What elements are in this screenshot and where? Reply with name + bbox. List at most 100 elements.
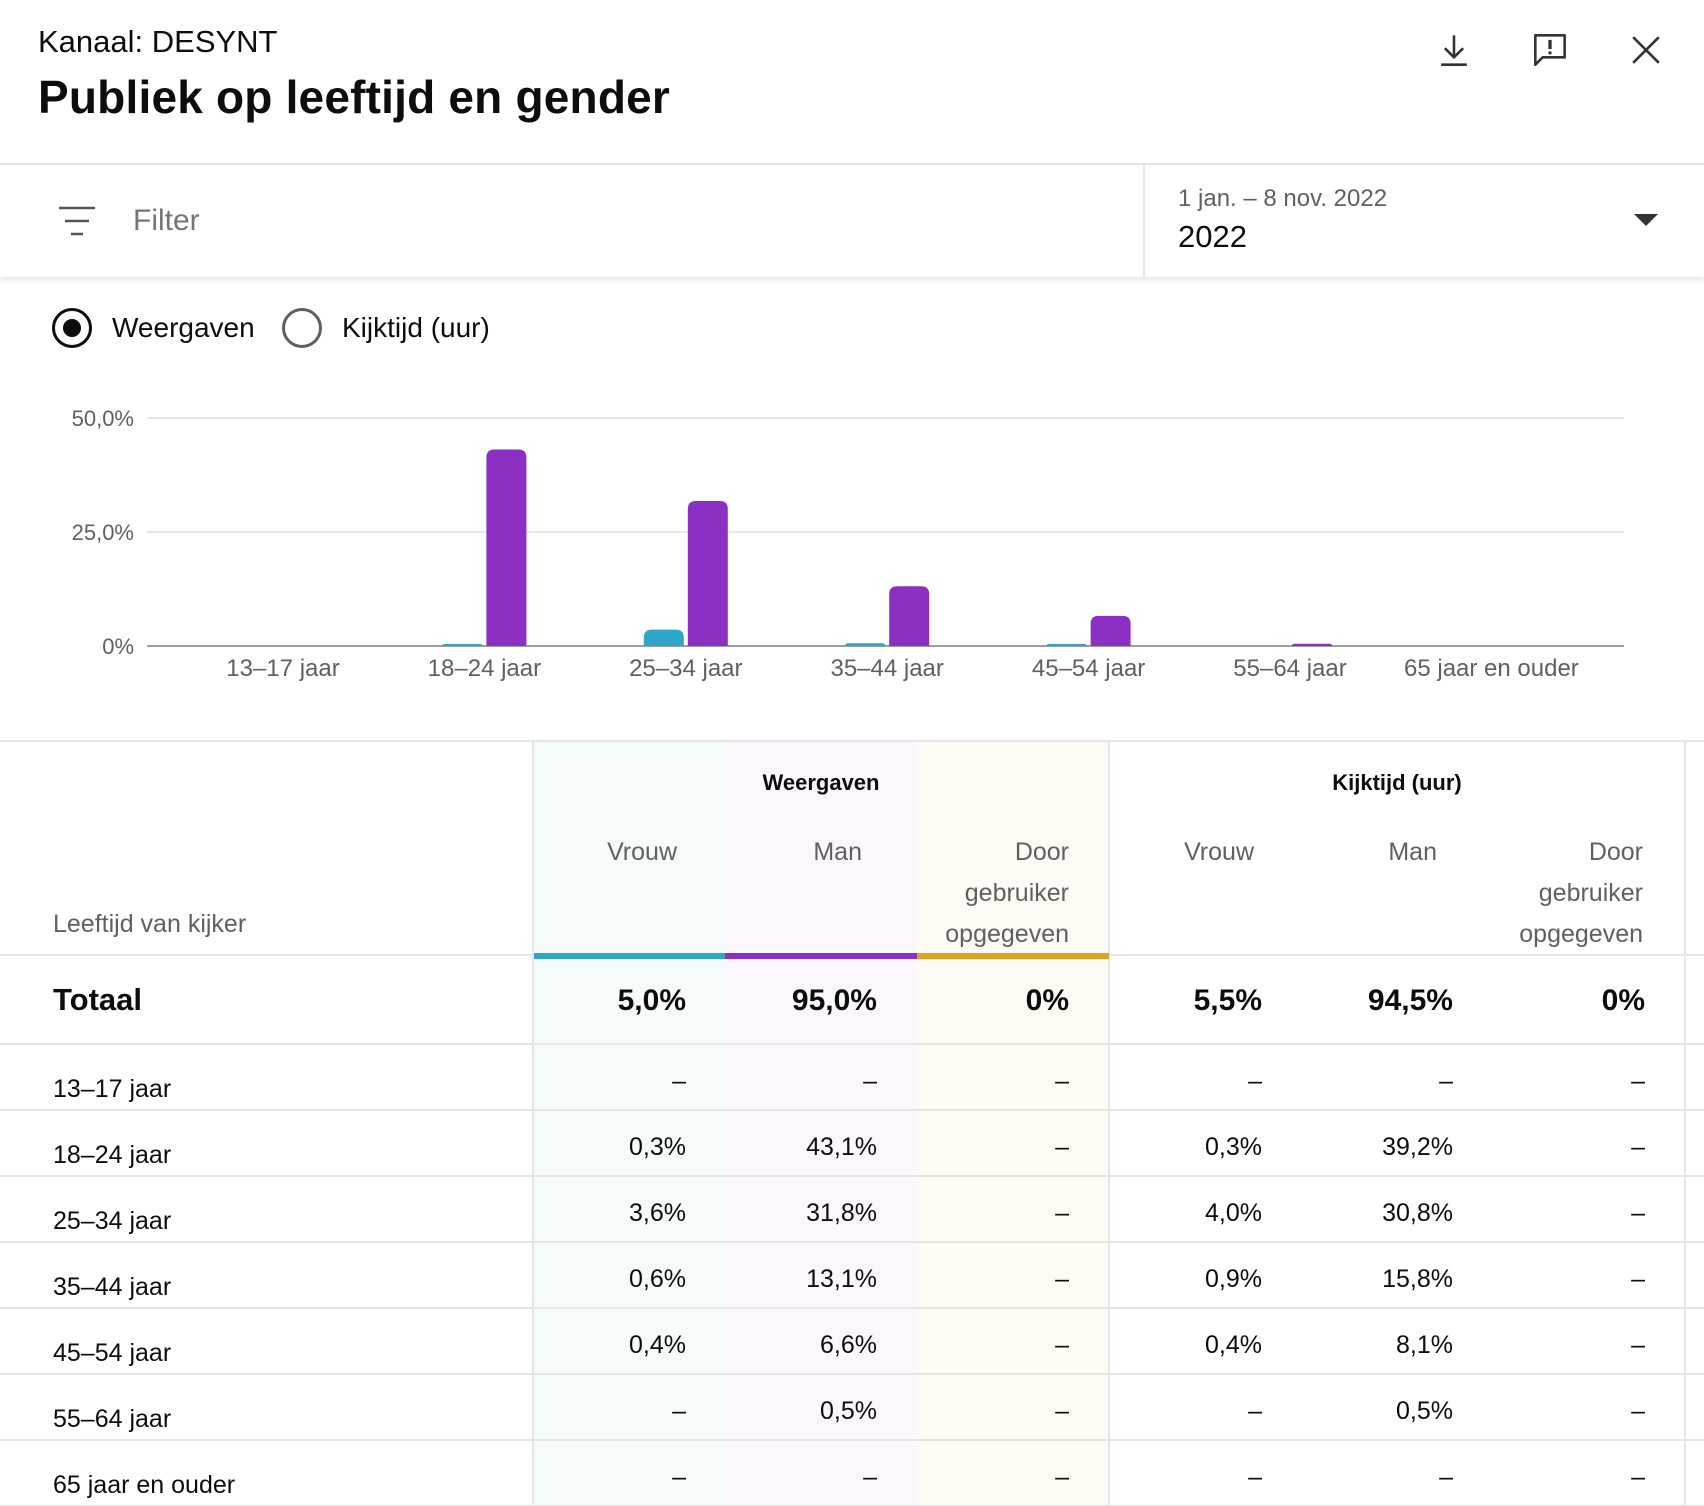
cell-watch-male: 0,5% [1396, 1397, 1453, 1425]
page-title: Publiek op leeftijd en gender [38, 71, 671, 123]
chevron-down-icon[interactable] [1634, 214, 1658, 226]
table-row: 13–17 jaar – – – – – – [0, 1045, 1704, 1111]
bar-female[interactable] [1046, 644, 1087, 646]
table-row: 35–44 jaar 0,6% 13,1% – 0,9% 15,8% – [0, 1243, 1704, 1309]
cell-views-user-specified: – [1055, 1265, 1069, 1293]
row-label: 55–64 jaar [53, 1405, 172, 1433]
radio-watch-time-label: Kijktijd (uur) [342, 312, 490, 343]
radio-unchecked-icon[interactable] [282, 308, 322, 348]
x-tick-label: 55–64 jaar [1233, 655, 1346, 682]
x-tick-label: 35–44 jaar [830, 655, 943, 682]
cell-watch-user-specified: – [1631, 1463, 1645, 1491]
cell-watch-user-specified: – [1631, 1199, 1645, 1227]
date-range-label: 1 jan. – 8 nov. 2022 [1178, 185, 1388, 212]
filter-area[interactable] [0, 165, 1145, 277]
y-tick-label: 0% [102, 634, 134, 659]
close-button[interactable] [1620, 24, 1672, 76]
col-header-age: Leeftijd van kijker [53, 910, 247, 938]
filter-icon[interactable] [56, 201, 98, 241]
row-label: 18–24 jaar [53, 1141, 172, 1169]
cell-views-user-specified: – [1055, 1067, 1069, 1095]
x-tick-label: 18–24 jaar [428, 655, 541, 682]
cell-views-male: – [863, 1463, 877, 1491]
y-tick-label: 25,0% [72, 520, 134, 545]
col-header-watch-user-specified: Door gebruiker opgegeven [1519, 838, 1643, 948]
cell-watch-user-specified: – [1631, 1067, 1645, 1095]
table-row: 18–24 jaar 0,3% 43,1% – 0,3% 39,2% – [0, 1111, 1704, 1177]
cell-views-female: 0,4% [629, 1331, 686, 1359]
cell-watch-female: 0,9% [1205, 1265, 1262, 1293]
cell-views-user-specified: – [1055, 1133, 1069, 1161]
cell-views-male: 43,1% [806, 1133, 877, 1161]
cell-watch-female: – [1248, 1397, 1262, 1425]
column-bg-female [534, 742, 725, 1506]
channel-name: Kanaal: DESYNT [38, 24, 278, 59]
bar-male[interactable] [687, 500, 728, 646]
cell-views-male: 0,5% [820, 1397, 877, 1425]
close-icon [1632, 36, 1660, 64]
x-tick-label: 25–34 jaar [629, 655, 742, 682]
row-label: 35–44 jaar [53, 1273, 172, 1301]
bar-female[interactable] [845, 643, 886, 646]
feedback-button[interactable] [1524, 24, 1576, 76]
divider [1108, 742, 1110, 1506]
table-row: 25–34 jaar 3,6% 31,8% – 4,0% 30,8% – [0, 1177, 1704, 1243]
column-bg-user-specified [917, 742, 1109, 1506]
cell-views-female: 3,6% [629, 1199, 686, 1227]
col-header-views-user-specified: Door gebruiker opgegeven [945, 838, 1069, 948]
bar-male[interactable] [1292, 643, 1332, 646]
cell-views-female: – [672, 1463, 686, 1491]
col-header-views-male: Man [813, 838, 862, 866]
cell-watch-male: – [1439, 1067, 1453, 1095]
bar-male[interactable] [889, 586, 930, 646]
radio-checked-icon[interactable] [52, 308, 92, 348]
cell-watch-user-specified: – [1631, 1397, 1645, 1425]
cell-views-female: 5,0% [617, 984, 686, 1017]
total-row: Totaal 5,0% 95,0% 0% 5,5% 94,5% 0% [0, 956, 1704, 1045]
bar-female[interactable] [643, 629, 684, 646]
row-label: 45–54 jaar [53, 1339, 172, 1367]
radio-watch-time[interactable]: Kijktijd (uur) [282, 308, 490, 348]
cell-watch-male: 8,1% [1396, 1331, 1453, 1359]
cell-views-male: 95,0% [791, 984, 877, 1017]
radio-views[interactable]: Weergaven [52, 308, 255, 348]
date-range-selector[interactable]: 1 jan. – 8 nov. 2022 2022 [1147, 165, 1704, 277]
bar-male[interactable] [486, 449, 527, 646]
download-button[interactable] [1428, 24, 1480, 76]
download-icon [1441, 35, 1467, 66]
cell-watch-male: – [1439, 1463, 1453, 1491]
date-range-value: 2022 [1178, 219, 1247, 254]
x-tick-label: 65 jaar en ouder [1404, 655, 1579, 682]
cell-views-female: 0,6% [629, 1265, 686, 1293]
bar-male[interactable] [1090, 615, 1131, 646]
row-label: Totaal [53, 982, 142, 1017]
divider [532, 742, 534, 1506]
cell-watch-female: 0,4% [1205, 1331, 1262, 1359]
cell-watch-user-specified: 0% [1601, 984, 1645, 1017]
cell-watch-user-specified: – [1631, 1133, 1645, 1161]
bar-female[interactable] [442, 644, 483, 646]
legend-bar-male [725, 953, 917, 959]
legend-bar-female [534, 953, 725, 959]
col-header-watch-female: Vrouw [1184, 838, 1254, 866]
cell-views-user-specified: – [1055, 1397, 1069, 1425]
table-row: 65 jaar en ouder – – – – – – [0, 1441, 1704, 1506]
dialog-header: Kanaal: DESYNT Publiek op leeftijd en ge… [0, 0, 1704, 163]
cell-watch-male: 30,8% [1382, 1199, 1453, 1227]
filter-input[interactable] [133, 203, 1033, 239]
cell-views-female: – [672, 1067, 686, 1095]
group-header-watch-time: Kijktijd (uur) [1332, 770, 1462, 795]
cell-views-male: 31,8% [806, 1199, 877, 1227]
row-label: 13–17 jaar [53, 1075, 172, 1103]
column-bg-male [725, 742, 917, 1506]
cell-views-female: 0,3% [629, 1133, 686, 1161]
row-label: 65 jaar en ouder [53, 1471, 236, 1499]
group-header-views: Weergaven [762, 770, 880, 795]
cell-views-male: 13,1% [806, 1265, 877, 1293]
row-label: 25–34 jaar [53, 1207, 172, 1235]
cell-watch-female: 0,3% [1205, 1133, 1262, 1161]
divider [1684, 742, 1686, 1506]
cell-views-user-specified: – [1055, 1331, 1069, 1359]
cell-watch-male: 94,5% [1367, 984, 1453, 1017]
cell-views-male: 6,6% [820, 1331, 877, 1359]
